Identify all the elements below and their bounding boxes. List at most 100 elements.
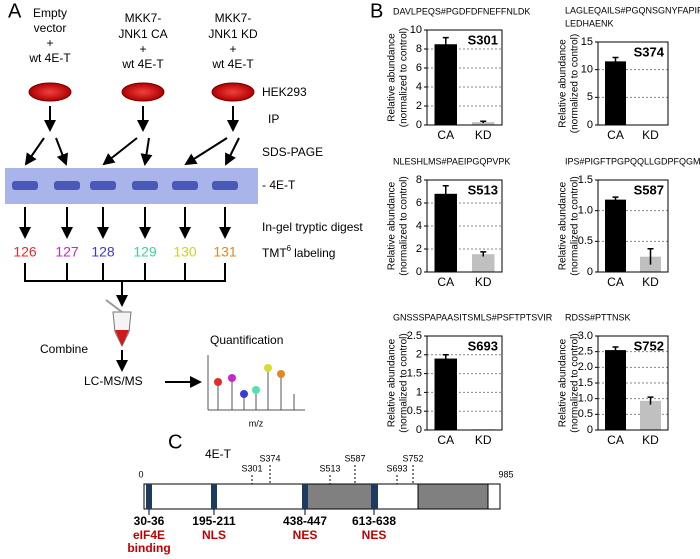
tmt-tag: 128 <box>91 244 115 260</box>
dish <box>211 82 255 102</box>
domain-ticks <box>148 509 375 515</box>
plot-frame <box>426 179 503 273</box>
tmt-superscript: 6 <box>287 244 292 253</box>
y-tick-label: 0 <box>587 119 593 131</box>
y-axis-label: Relative abundance <box>558 181 569 270</box>
y-axis-label: (normalized to control) <box>570 333 581 432</box>
conditions: Empty vector + wt 4E-T MKK7- JNK1 CA + w… <box>28 6 258 71</box>
peptide-title: RDSS#PTTNSK <box>565 312 631 322</box>
y-tick-label: 1.5 <box>578 377 593 389</box>
bar <box>434 44 457 125</box>
peptide-title: NLESHLMS#PAEIPGQPVPK <box>393 156 510 166</box>
site-label: S752 <box>634 338 664 353</box>
condition-text: MKK7- <box>125 11 162 25</box>
tmt-tags: 126 127 128 129 130 131 <box>13 244 237 260</box>
digest-arrows <box>19 207 231 239</box>
tmt-tag: 127 <box>55 244 79 260</box>
error-bar <box>442 354 449 363</box>
domain-name: NES <box>362 528 387 542</box>
y-tick-label: 8 <box>416 174 422 186</box>
y-tick-label: 0.5 <box>578 408 593 420</box>
condition-text: Empty <box>33 6 67 20</box>
tmt-tag: 130 <box>173 244 197 260</box>
panel-label: B <box>370 0 383 22</box>
motif-box <box>211 484 217 509</box>
region <box>417 483 489 510</box>
site-label: S587 <box>344 453 365 463</box>
y-tick-label: 6 <box>416 62 422 74</box>
panel-c: C 4E-T 0 985 S301 S374 S513 S587 S693 S7… <box>127 431 513 555</box>
bar <box>472 122 495 125</box>
bar <box>605 199 626 272</box>
y-tick-label: 1.5 <box>578 174 593 186</box>
x-tick-label: KD <box>642 128 659 142</box>
quant-label: Quantification <box>210 333 283 347</box>
site-label: S301 <box>241 463 262 473</box>
site-label: S693 <box>468 338 498 353</box>
panel-b: DAVLPEQS#PGDFDFNEFFNLDK Relative abundanc… <box>387 5 700 447</box>
y-tick-label: 15 <box>581 36 593 48</box>
y-tick-label: 0 <box>587 424 593 436</box>
x-tick-label: KD <box>642 433 659 447</box>
condition-text: + <box>46 36 53 50</box>
y-axis-label: Relative abundance <box>387 338 398 427</box>
motif-box <box>371 484 378 509</box>
condition-text: vector <box>34 21 67 35</box>
y-tick-label: 0.5 <box>578 235 593 247</box>
tmt-suffix: labeling <box>294 246 335 260</box>
bracket <box>24 263 226 282</box>
error-bar <box>480 120 487 124</box>
condition-text: wt 4E-T <box>121 57 164 71</box>
y-tick-label: 1.0 <box>578 393 593 405</box>
condition-text: wt 4E-T <box>211 57 254 71</box>
condition-text: JNK1 CA <box>118 27 167 41</box>
lcms-label: LC-MS/MS <box>84 374 143 388</box>
domain-name: NLS <box>202 528 226 542</box>
error-bar <box>647 396 654 405</box>
ip-label: IP <box>268 112 279 126</box>
tmt-prefix: TMT <box>262 246 287 260</box>
error-bar <box>612 346 619 354</box>
site-label: S693 <box>386 463 407 473</box>
domain-range: 30-36 <box>134 514 165 528</box>
dishes <box>28 82 255 102</box>
x-tick-label: KD <box>475 275 492 289</box>
y-tick-label: 0 <box>416 424 422 436</box>
site-lines <box>251 465 414 484</box>
error-bar <box>480 251 487 257</box>
y-tick-label: 2 <box>416 349 422 361</box>
y-axis-label: (normalized to control) <box>399 28 410 127</box>
digest-label: In-gel tryptic digest <box>262 220 363 234</box>
y-axis-label: (normalized to control) <box>399 333 410 432</box>
plot-frame <box>597 41 669 126</box>
domain-range: 195-211 <box>192 514 236 528</box>
y-tick-label: 0 <box>416 266 422 278</box>
domain-name: binding <box>127 541 170 555</box>
bar <box>434 358 457 430</box>
y-tick-label: 1.0 <box>578 205 593 217</box>
condition-text: + <box>139 42 146 56</box>
dish <box>121 82 165 102</box>
error-bar <box>442 36 449 51</box>
bar <box>605 350 626 430</box>
tmt-tag: 131 <box>213 244 237 260</box>
start-label: 0 <box>138 469 143 479</box>
x-tick-label: CA <box>437 128 454 142</box>
y-tick-label: 2 <box>416 243 422 255</box>
x-tick-label: CA <box>607 275 624 289</box>
y-tick-label: 4 <box>416 81 422 93</box>
site-label: S752 <box>402 453 423 463</box>
y-tick-label: 0 <box>587 266 593 278</box>
y-tick-label: 1 <box>416 386 422 398</box>
error-bar <box>647 247 654 265</box>
y-tick-label: 10 <box>410 24 422 36</box>
y-axis-label: Relative abundance <box>558 39 569 128</box>
mz-label: m/z <box>249 418 264 428</box>
tmt-tag: 129 <box>133 244 157 260</box>
x-tick-label: CA <box>607 433 624 447</box>
site-label: S513 <box>468 182 498 197</box>
y-tick-label: 8 <box>416 43 422 55</box>
y-tick-label: 2.0 <box>578 361 593 373</box>
site-label: S301 <box>468 32 498 47</box>
